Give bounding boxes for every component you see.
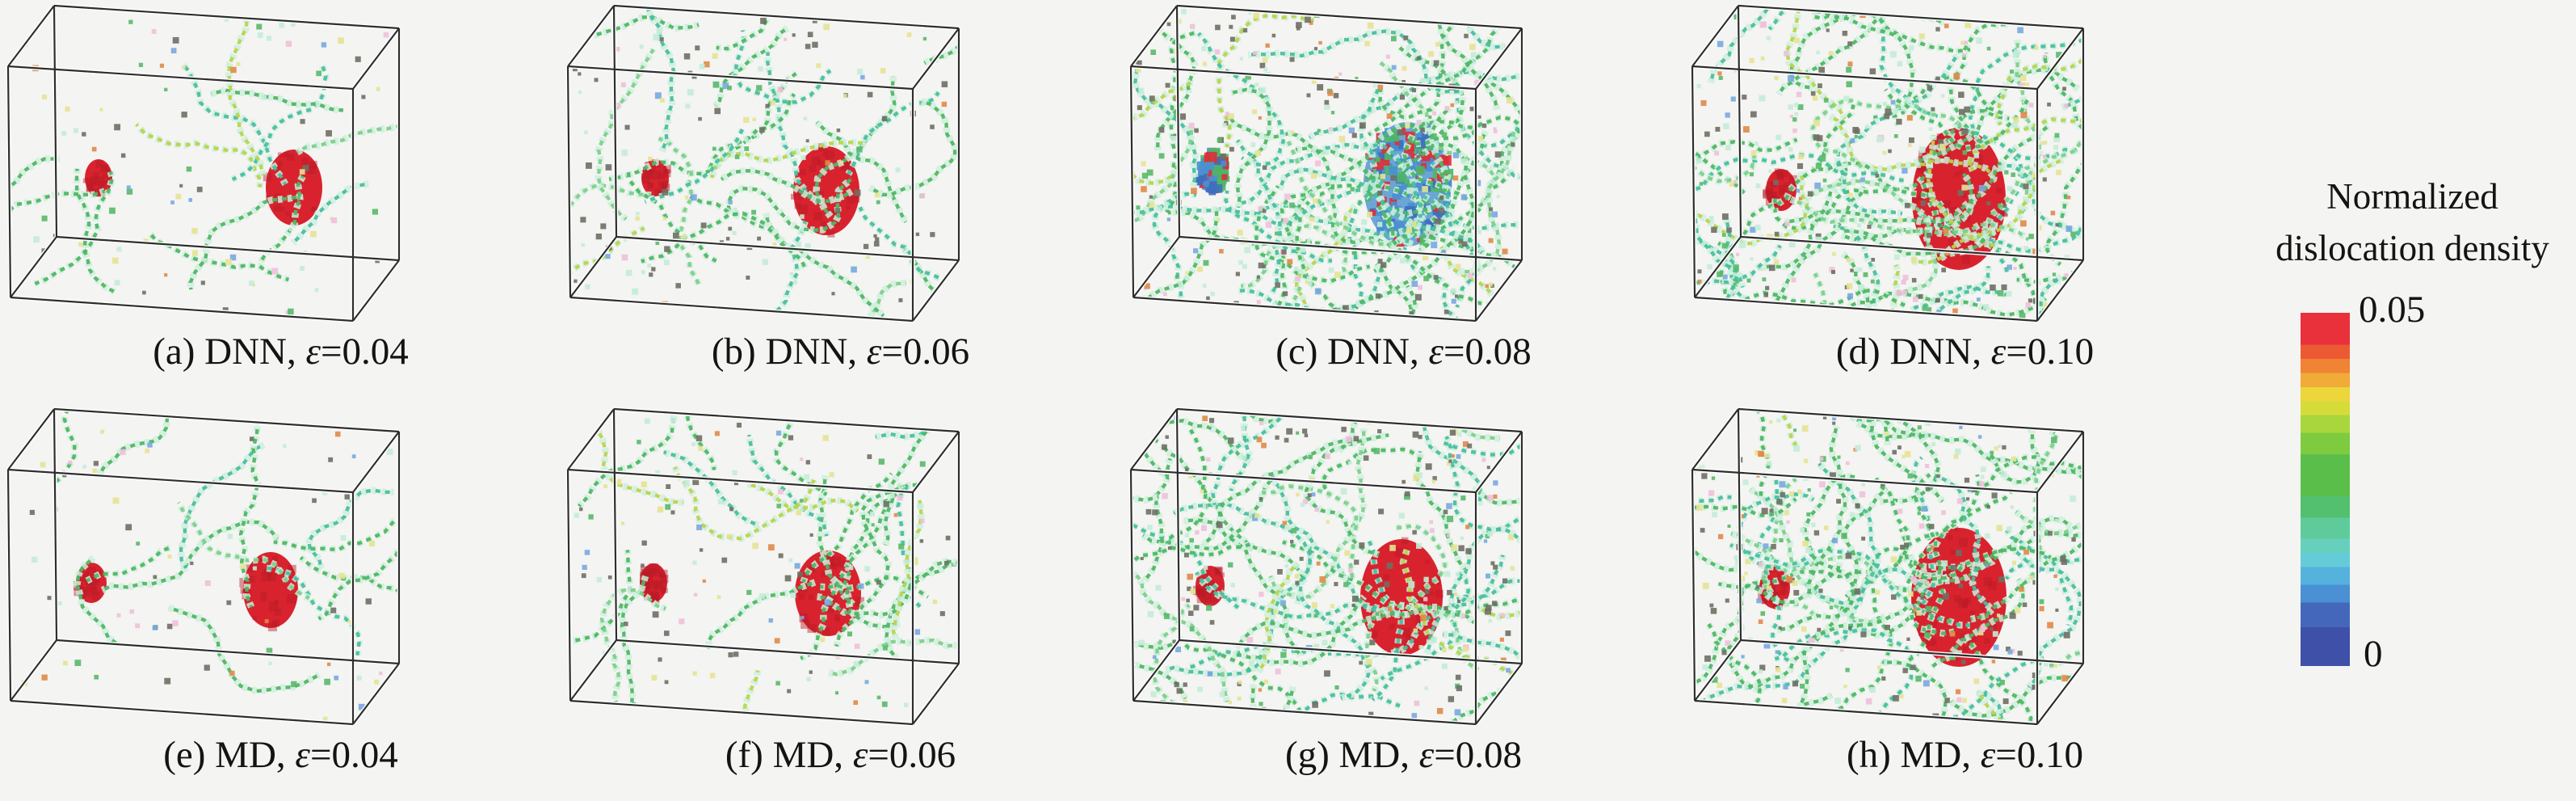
caption-text: (c) DNN,: [1275, 331, 1429, 373]
panel-h-3d-scene: [1690, 407, 2086, 727]
caption-value: =0.10: [1995, 734, 2084, 776]
caption-text: (a) DNN,: [153, 331, 306, 373]
colorbar: [2301, 313, 2350, 666]
panel-a-caption: (a) DNN, ε=0.04: [0, 330, 561, 373]
panel-c: (c) DNN, ε=0.08: [1123, 0, 1684, 398]
colorbar-title-line1: Normalized: [2326, 176, 2498, 217]
epsilon-symbol: ε: [1980, 734, 1996, 776]
caption-value: =0.04: [309, 734, 398, 776]
panel-d: (d) DNN, ε=0.10: [1684, 0, 2246, 398]
panel-g-3d-scene: [1128, 407, 1524, 727]
panel-h-caption: (h) MD, ε=0.10: [1684, 733, 2246, 777]
caption-text: (f) MD,: [725, 734, 853, 776]
caption-value: =0.04: [321, 331, 409, 373]
epsilon-symbol: ε: [305, 331, 321, 373]
caption-text: (g) MD,: [1284, 734, 1419, 776]
panel-b-3d-scene: [565, 3, 961, 323]
epsilon-symbol: ε: [1990, 331, 2007, 373]
colorbar-max-label: 0.05: [2359, 289, 2426, 331]
panel-g: (g) MD, ε=0.08: [1123, 403, 1684, 801]
caption-value: =0.08: [1443, 331, 1532, 373]
caption-text: (e) MD,: [163, 734, 296, 776]
panel-a: (a) DNN, ε=0.04: [0, 0, 561, 398]
panel-f-3d-scene: [565, 407, 961, 727]
caption-value: =0.08: [1434, 734, 1523, 776]
colorbar-title-line2: dislocation density: [2276, 227, 2549, 268]
panel-c-caption: (c) DNN, ε=0.08: [1123, 330, 1684, 373]
colorbar-min-label: 0: [2364, 633, 2383, 675]
panel-e-caption: (e) MD, ε=0.04: [0, 733, 561, 777]
epsilon-symbol: ε: [295, 734, 310, 776]
caption-value: =0.10: [2006, 331, 2095, 373]
epsilon-symbol: ε: [1428, 331, 1443, 373]
panel-g-caption: (g) MD, ε=0.08: [1123, 733, 1684, 777]
panel-f: (f) MD, ε=0.06: [560, 403, 1121, 801]
panel-b: (b) DNN, ε=0.06: [560, 0, 1121, 398]
epsilon-symbol: ε: [852, 734, 868, 776]
panel-c-3d-scene: [1128, 3, 1524, 323]
caption-text: (h) MD,: [1846, 734, 1981, 776]
panel-f-caption: (f) MD, ε=0.06: [560, 733, 1121, 777]
panel-h: (h) MD, ε=0.10: [1684, 403, 2246, 801]
panel-d-3d-scene: [1690, 3, 2086, 323]
panel-b-caption: (b) DNN, ε=0.06: [560, 330, 1121, 373]
panel-e-3d-scene: [6, 407, 401, 727]
colorbar-title: Normalized dislocation density: [2249, 171, 2576, 275]
caption-value: =0.06: [868, 734, 956, 776]
epsilon-symbol: ε: [1418, 734, 1435, 776]
panel-d-caption: (d) DNN, ε=0.10: [1684, 330, 2246, 373]
caption-text: (b) DNN,: [711, 331, 867, 373]
epsilon-symbol: ε: [866, 331, 882, 373]
caption-value: =0.06: [881, 331, 970, 373]
caption-text: (d) DNN,: [1835, 331, 1991, 373]
panel-e: (e) MD, ε=0.04: [0, 403, 561, 801]
panel-a-3d-scene: [6, 3, 401, 323]
